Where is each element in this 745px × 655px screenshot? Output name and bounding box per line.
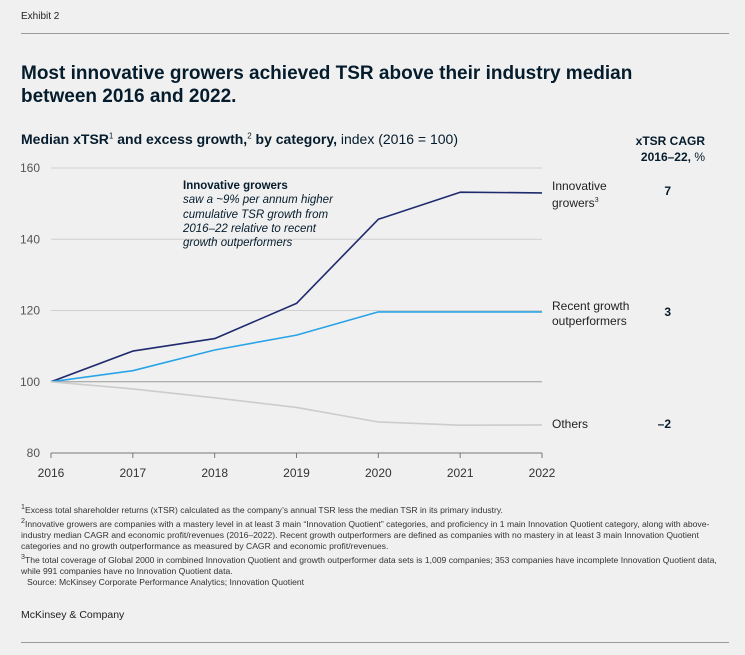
cagr-recent: 3 <box>664 305 671 319</box>
x-tick-label-2021: 2021 <box>447 466 474 480</box>
subtitle-regular: index (2016 = 100) <box>336 131 458 147</box>
exhibit-label: Exhibit 2 <box>21 11 60 22</box>
subtitle-bold-3: by category, <box>251 131 337 147</box>
series-line-recent <box>50 311 542 383</box>
subtitle-sup-2: 2 <box>247 131 252 141</box>
label-innovative-sup: 3 <box>594 196 599 204</box>
y-tick-label-100: 100 <box>20 375 40 389</box>
x-tick-label-2019: 2019 <box>283 466 310 480</box>
annotation-body: saw a ~9% per annum higher cumulative TS… <box>183 194 333 250</box>
y-axis-ticks: 80 100 120 140 160 <box>20 161 40 460</box>
footnote-3: 3The total coverage of Global 2000 in co… <box>21 552 721 577</box>
series-lines <box>50 191 543 427</box>
label-innovative-line2: growers <box>552 195 595 210</box>
series-line-others <box>50 381 543 427</box>
label-recent-line1: Recent growth <box>552 299 630 313</box>
footnotes: 1Excess total shareholder returns (xTSR)… <box>21 502 721 588</box>
brand-logo-text: McKinsey & Company <box>21 609 125 621</box>
x-tick-label-2018: 2018 <box>201 466 228 480</box>
footnote-3-text: The total coverage of Global 2000 in com… <box>21 554 717 576</box>
cagr-others: –2 <box>657 417 671 431</box>
footnote-2-sup: 2 <box>21 516 25 525</box>
subtitle-sup-1: 1 <box>108 131 114 141</box>
label-recent-line2: outperformers <box>552 313 627 328</box>
x-tick-label-2016: 2016 <box>38 466 65 480</box>
source-note: Source: McKinsey Corporate Performance A… <box>27 576 305 587</box>
footnote-1: 1Excess total shareholder returns (xTSR)… <box>21 502 721 516</box>
annotation: Innovative growers saw a ~9% per annum h… <box>183 179 343 250</box>
cagr-header-line1: xTSR CAGR <box>635 134 705 148</box>
cagr-header: xTSR CAGR 2016–22, % <box>610 133 705 165</box>
x-axis-ticks: 2016 2017 2018 2019 2020 2021 2022 <box>38 453 556 480</box>
footnote-2: 2Innovative growers are companies with a… <box>21 516 721 552</box>
cagr-header-line2-bold: 2016–22, <box>640 150 691 164</box>
chart-subtitle: Median xTSR1 and excess growth,2 by cate… <box>21 131 458 147</box>
x-tick-label-2022: 2022 <box>529 466 556 480</box>
footnote-2-text: Innovative growers are companies with a … <box>21 518 710 551</box>
label-innovative-growers: Innovative growers3 <box>552 179 607 210</box>
y-tick-label-140: 140 <box>20 232 40 246</box>
subtitle-bold-1: Median xTSR <box>21 131 109 147</box>
footnote-1-sup: 1 <box>21 503 25 511</box>
y-tick-label-80: 80 <box>27 446 41 460</box>
x-tick-label-2017: 2017 <box>119 466 146 480</box>
footnote-3-sup: 3 <box>21 552 25 561</box>
cagr-innovative: 7 <box>664 184 671 198</box>
x-tick-label-2020: 2020 <box>365 466 392 480</box>
annotation-title: Innovative growers <box>183 180 288 192</box>
label-others: Others <box>552 417 589 431</box>
subtitle-bold-2: and excess growth, <box>113 131 248 147</box>
label-recent-growth: Recent growth outperformers <box>552 299 629 328</box>
label-innovative-line1: Innovative <box>552 179 607 193</box>
footnote-1-text: Excess total shareholder returns (xTSR) … <box>24 504 503 515</box>
y-tick-label-120: 120 <box>20 304 40 318</box>
bottom-rule <box>21 642 729 643</box>
cagr-header-line2-regular: % <box>690 150 705 164</box>
top-rule <box>21 33 729 34</box>
series-line-innovative <box>50 191 543 383</box>
chart-title: Most innovative growers achieved TSR abo… <box>21 63 633 107</box>
y-tick-label-160: 160 <box>20 161 40 175</box>
